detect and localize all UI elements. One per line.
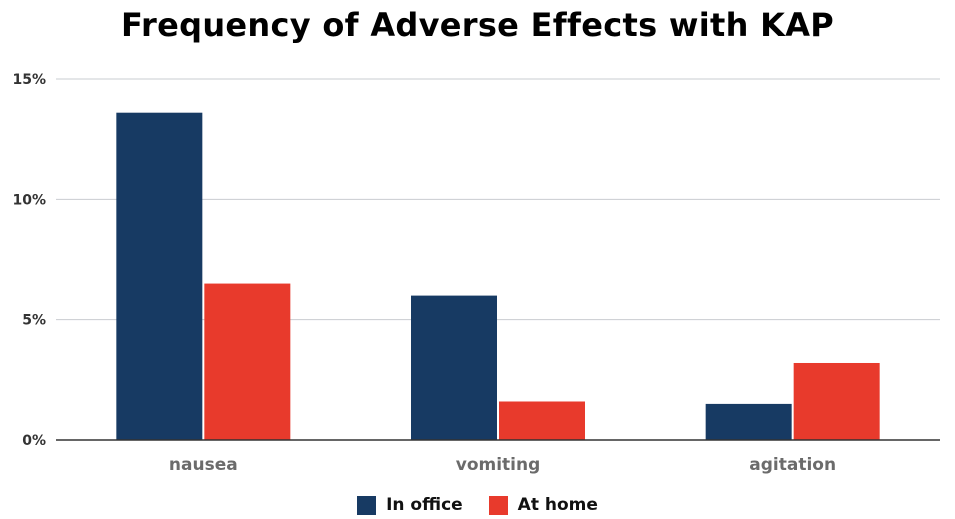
bar bbox=[499, 401, 585, 440]
bar bbox=[204, 283, 291, 440]
y-tick-label: 10% bbox=[12, 192, 46, 208]
y-tick-label: 0% bbox=[22, 433, 46, 449]
chart-title: Frequency of Adverse Effects with KAP bbox=[120, 6, 835, 44]
legend-label-in-office: In office bbox=[386, 495, 463, 515]
legend-item-in-office: In office bbox=[357, 495, 463, 515]
bar bbox=[705, 403, 792, 440]
x-tick-label: nausea bbox=[169, 455, 238, 475]
legend-swatch-in-office bbox=[357, 495, 377, 515]
legend-item-at-home: At home bbox=[488, 495, 598, 515]
x-tick-label: agitation bbox=[749, 455, 836, 475]
bar bbox=[411, 295, 497, 440]
legend-label-at-home: At home bbox=[517, 495, 598, 515]
x-tick-label: vomiting bbox=[456, 455, 541, 475]
y-tick-label: 5% bbox=[22, 313, 46, 329]
bar bbox=[116, 112, 203, 441]
bar bbox=[793, 362, 880, 440]
legend: In office At home bbox=[0, 495, 955, 515]
legend-swatch-at-home bbox=[488, 495, 508, 515]
y-tick-label: 15% bbox=[12, 72, 46, 88]
plot-area: 0% 5% 10% 15% nausea vomiting agitation bbox=[12, 72, 940, 475]
